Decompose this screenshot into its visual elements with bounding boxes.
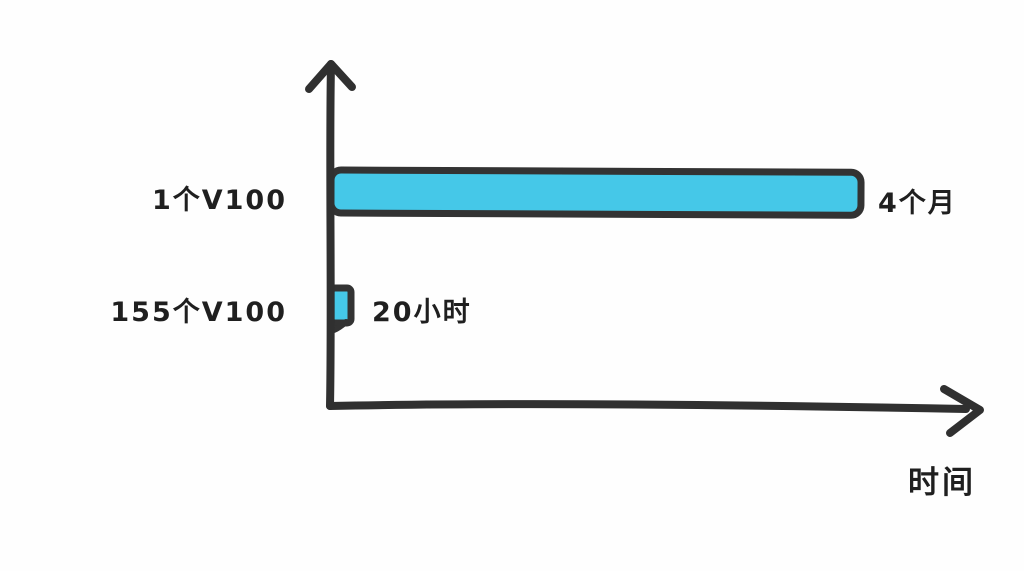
value-label-4-months: 4个月 (878, 188, 957, 219)
y-axis (326, 60, 335, 410)
bar-0 (327, 166, 865, 219)
x-axis (326, 400, 970, 413)
x-axis-arrowhead-icon (940, 385, 984, 437)
y-axis-arrowhead-icon (305, 60, 356, 93)
value-label-20-hours: 20小时 (372, 297, 472, 328)
category-label-155-v100: 155个V100 (110, 297, 287, 328)
category-label-1-v100: 1个V100 (151, 185, 287, 216)
x-axis-title: 时间 (908, 465, 976, 501)
small-bar-flick (331, 319, 349, 333)
